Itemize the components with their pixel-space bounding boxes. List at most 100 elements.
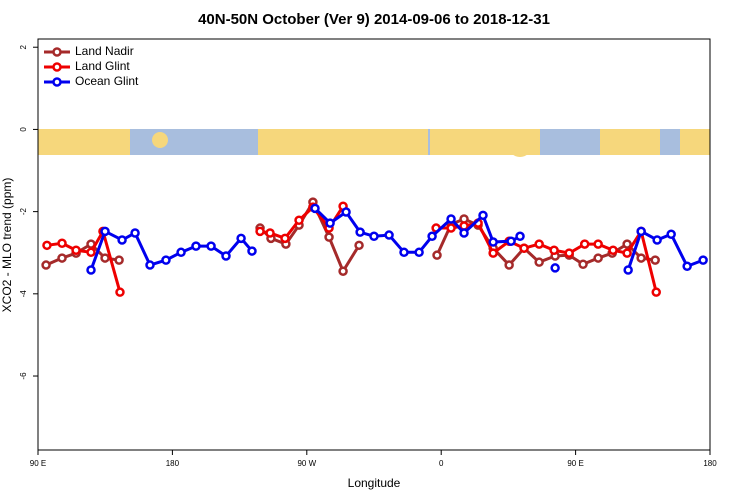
point — [623, 265, 633, 275]
land — [258, 129, 428, 155]
point — [57, 253, 67, 263]
point — [399, 247, 409, 258]
point — [354, 240, 364, 251]
point — [355, 227, 365, 237]
legend-label: Land Nadir — [75, 44, 134, 58]
legend-marker — [52, 62, 62, 72]
point — [42, 240, 52, 251]
point — [622, 248, 632, 258]
land — [100, 129, 130, 155]
point — [488, 248, 498, 258]
point — [325, 218, 335, 228]
land — [290, 130, 310, 150]
point — [578, 259, 588, 269]
point — [506, 236, 516, 246]
legend-label: Land Glint — [75, 59, 130, 73]
point — [622, 239, 632, 249]
point — [519, 243, 529, 253]
point — [247, 246, 257, 256]
point — [161, 255, 171, 265]
land — [680, 129, 710, 155]
y-tick-label: -2 — [19, 208, 28, 216]
point — [698, 255, 708, 265]
land — [600, 129, 660, 155]
point — [236, 233, 246, 244]
point — [369, 231, 379, 242]
point — [579, 239, 590, 249]
point — [130, 228, 140, 238]
y-tick-label: -6 — [19, 372, 28, 380]
point — [100, 226, 110, 237]
point — [550, 263, 560, 273]
point — [488, 237, 498, 247]
point — [280, 233, 290, 244]
x-tick-label: 180 — [703, 459, 717, 468]
point — [86, 265, 96, 275]
x-tick-label: 90 W — [297, 459, 316, 468]
map-strip — [38, 129, 710, 157]
point — [650, 255, 660, 265]
x-tick-label: 90 E — [567, 459, 583, 468]
point — [651, 287, 661, 297]
point — [534, 239, 544, 249]
point — [432, 250, 442, 260]
point — [534, 257, 544, 267]
point — [666, 229, 676, 239]
x-tick-label: 0 — [439, 459, 444, 468]
point — [86, 247, 96, 258]
point — [191, 241, 201, 251]
point — [115, 287, 125, 297]
point — [255, 226, 265, 237]
point — [57, 238, 67, 249]
point — [206, 241, 216, 251]
y-tick-label: 2 — [19, 44, 28, 49]
point — [446, 214, 456, 224]
point — [478, 210, 488, 221]
chart-title: 40N-50N October (Ver 9) 2014-09-06 to 20… — [198, 11, 550, 28]
land — [152, 132, 168, 148]
legend-marker — [52, 77, 62, 87]
y-tick-label: 0 — [19, 127, 28, 132]
point — [100, 253, 110, 263]
point — [682, 261, 692, 272]
y-tick-label: -4 — [19, 290, 28, 298]
point — [294, 215, 304, 226]
plot-frame — [37, 38, 711, 451]
y-axis-label: XCO2 - MLO trend (ppm) — [0, 178, 14, 313]
series-line — [89, 207, 704, 271]
point — [549, 245, 559, 256]
point — [117, 235, 127, 245]
point — [608, 245, 618, 256]
point — [324, 232, 334, 242]
point — [71, 245, 81, 256]
point — [652, 235, 662, 245]
point — [636, 253, 646, 263]
point — [446, 223, 456, 233]
point — [593, 253, 603, 263]
point — [338, 266, 348, 276]
point — [414, 247, 424, 258]
legend-marker — [52, 47, 62, 57]
point — [504, 260, 514, 270]
x-tick-label: 90 E — [30, 459, 46, 468]
point — [145, 260, 155, 270]
point — [41, 260, 51, 270]
x-tick-label: 180 — [166, 459, 180, 468]
point — [176, 247, 186, 258]
point — [310, 203, 320, 214]
point — [114, 255, 124, 265]
x-axis-label: Longitude — [348, 476, 401, 490]
point — [427, 231, 437, 242]
land — [508, 133, 532, 157]
point — [636, 226, 646, 237]
point — [265, 228, 275, 238]
point — [341, 207, 351, 217]
point — [459, 228, 469, 238]
point — [515, 231, 525, 242]
point — [221, 251, 231, 261]
point — [564, 248, 574, 258]
point — [384, 230, 394, 240]
legend-label: Ocean Glint — [75, 74, 139, 88]
point — [593, 239, 603, 249]
